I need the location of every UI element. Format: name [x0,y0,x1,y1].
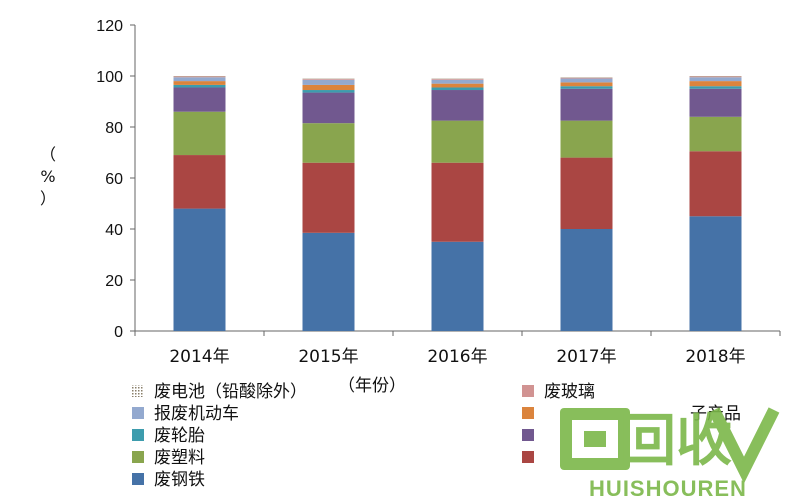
legend-swatch [132,385,144,397]
y-axis-label-char: ） [40,189,56,208]
y-axis-label-char: % [40,167,55,186]
legend-label: 废电池（铅酸除外） [154,382,307,402]
bar-segment [431,78,484,80]
bar-segment [689,86,742,89]
bar-segment [173,81,226,85]
legend-swatch [132,473,144,485]
legend-label: 报废机动车 [154,404,239,424]
x-tick-label: 2017年 [556,347,616,367]
x-tick-label: 2018年 [685,347,745,367]
bar-segment [689,116,742,152]
bar-segment [431,87,484,91]
bar-segment [302,232,355,331]
legend-label: 废钢铁 [154,470,205,490]
bar-segment [689,151,742,217]
bar-segment [689,77,742,82]
bar-segment [302,92,355,124]
bar-segment [560,120,613,158]
bar-segment [689,88,742,117]
bar-segment [431,83,484,88]
watermark-logo: 回收 HUISHOUREN [560,407,780,500]
bar-segment [560,77,613,79]
bar-segment [431,162,484,242]
y-tick-label: 0 [114,324,123,341]
bar-segment [173,208,226,331]
bar-segment [302,79,355,85]
x-tick-label: 2015年 [298,347,358,367]
bar-segment [173,84,226,88]
y-tick-label: 20 [105,273,123,290]
bar-segment [560,77,613,78]
bar-segment [431,79,484,80]
y-tick-label: 40 [105,222,123,239]
bar-segment [302,123,355,163]
x-tick-label: 2014年 [169,347,229,367]
bars [173,76,742,331]
legend-swatch [522,429,534,441]
bar-segment [302,79,355,80]
bar-segment [560,88,613,121]
y-axis-label-char: （ [40,145,56,164]
bar-segment [302,84,355,91]
y-axis-label: （% ） [40,145,56,208]
bar-segment [431,79,484,84]
bar-segment [302,78,355,80]
bar-segment [560,82,613,87]
bar-segment [173,111,226,156]
legend-swatch [132,429,144,441]
bar-segment [173,77,226,82]
y-tick-label: 60 [105,171,123,188]
legend-label: 废玻璃 [544,382,595,402]
bar-segment [302,90,355,93]
legend-swatch [522,385,534,397]
x-tick-label: 2016年 [427,347,487,367]
bar-segment [560,86,613,89]
bar-segment [173,155,226,209]
bar-segment [689,76,742,78]
x-axis-ticks: 2014年 2015年 2016年 2017年 2018年 [134,331,781,367]
x-axis-label: （年份） [338,376,406,396]
bar-segment [431,241,484,331]
legend-swatch [132,451,144,463]
bar-segment [689,216,742,331]
bar-segment [431,90,484,121]
bar-segment [173,87,226,112]
y-axis-ticks: 0 20 40 60 80 100 120 [96,18,135,341]
bar-segment [689,81,742,87]
bar-segment [560,157,613,229]
bar-segment [560,229,613,331]
bar-segment [560,78,613,83]
legend-swatch [522,451,534,463]
y-tick-label: 80 [105,120,123,137]
legend-label: 废轮胎 [154,426,205,446]
bar-segment [689,76,742,77]
y-tick-label: 120 [96,18,123,35]
bar-segment [173,76,226,78]
legend-label: 废塑料 [154,448,205,468]
bar-segment [173,76,226,77]
watermark-brand-text: HUISHOUREN [589,476,747,500]
legend-swatch [522,407,534,419]
bar-segment [302,162,355,233]
legend-swatch [132,407,144,419]
bar-segment [431,120,484,163]
y-tick-label: 100 [96,69,123,86]
